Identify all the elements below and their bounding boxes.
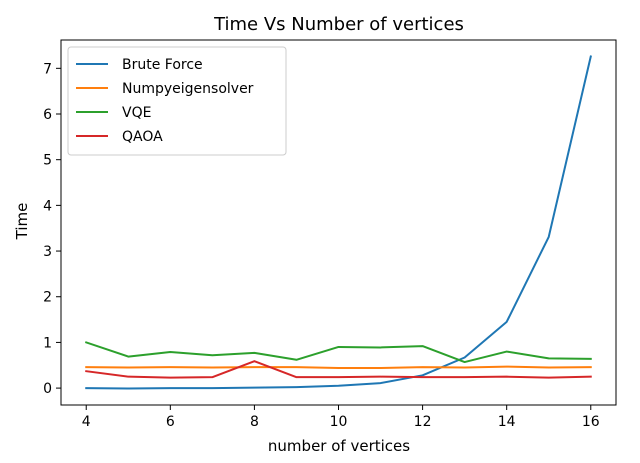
y-tick-label: 2	[43, 290, 52, 306]
series-line-vqe	[84, 341, 592, 364]
legend: Brute Force Numpyeigensolver VQE QAOA	[67, 46, 287, 156]
y-tick-label: 3	[43, 244, 52, 260]
series-lines	[84, 55, 592, 390]
legend-label: Numpyeigensolver	[122, 81, 254, 97]
legend-box	[67, 46, 287, 156]
x-tick-label: 10	[330, 414, 348, 430]
x-axis-label: number of vertices	[268, 437, 410, 455]
x-tick-label: 12	[414, 414, 432, 430]
x-tick-label: 16	[582, 414, 600, 430]
y-tick-label: 5	[43, 153, 52, 169]
y-tick-label: 4	[43, 198, 52, 214]
series-line-numpyeigensolver	[85, 365, 592, 369]
y-tick-label: 0	[43, 381, 52, 397]
x-axis: 4 6 8 10 12 14 16	[82, 405, 600, 430]
series-line-brute-force	[85, 55, 592, 390]
x-tick-label: 14	[498, 414, 516, 430]
legend-label: QAOA	[122, 129, 163, 145]
series-line-qaoa	[85, 360, 592, 379]
y-tick-label: 1	[43, 335, 52, 351]
chart-title: Time Vs Number of vertices	[213, 14, 464, 35]
y-tick-label: 7	[43, 61, 52, 77]
x-tick-label: 4	[82, 414, 91, 430]
y-tick-label: 6	[43, 107, 52, 123]
y-axis: 0 1 2 3 4 5 6 7	[43, 61, 61, 397]
x-tick-label: 6	[166, 414, 175, 430]
legend-label: Brute Force	[122, 57, 203, 73]
legend-label: VQE	[122, 105, 151, 121]
x-tick-label: 8	[250, 414, 259, 430]
y-axis-label: Time	[13, 203, 31, 241]
